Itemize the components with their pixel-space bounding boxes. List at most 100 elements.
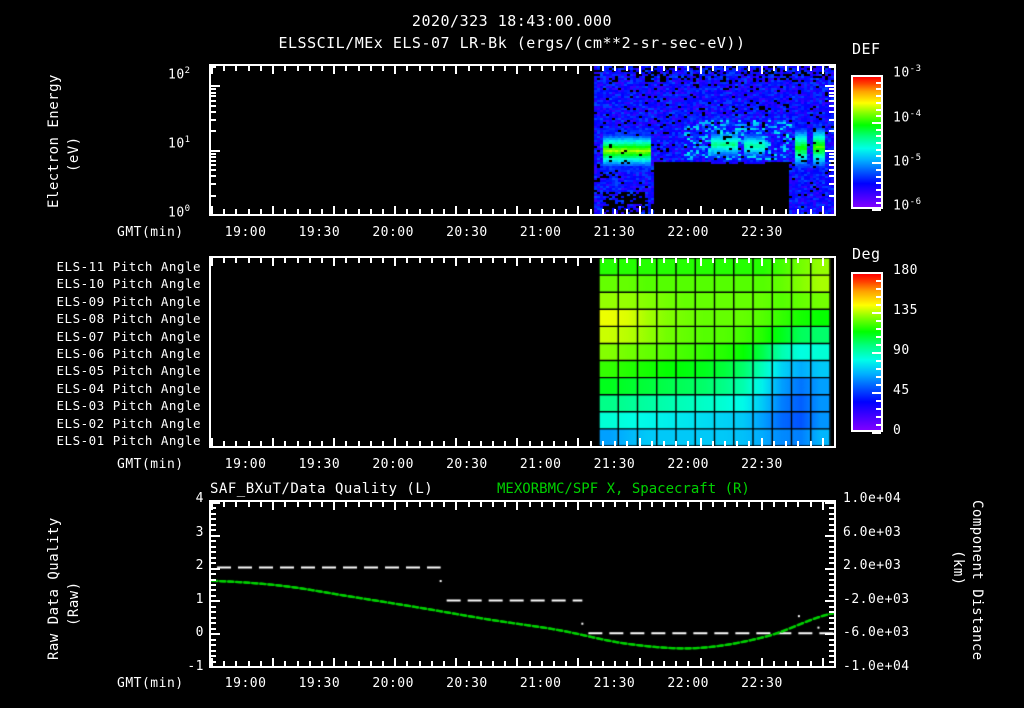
- axis-tick: [394, 438, 397, 446]
- xtick-label: 22:00: [667, 457, 710, 472]
- panel2-colorbar-tick-label: 45: [893, 383, 910, 398]
- axis-tick: [589, 661, 592, 666]
- axis-tick: [430, 441, 433, 446]
- panel2-row-label: ELS-03 Pitch Angle: [56, 398, 201, 414]
- axis-tick: [320, 441, 323, 446]
- axis-tick: [760, 258, 763, 266]
- panel3-trace-canvas: [211, 502, 834, 666]
- colorbar-tick: [876, 148, 881, 151]
- axis-tick: [272, 658, 275, 666]
- axis-tick: [430, 661, 433, 666]
- axis-tick: [211, 600, 220, 603]
- panel1-colorbar-title: DEF: [852, 40, 881, 58]
- axis-tick: [284, 441, 287, 446]
- axis-tick: [345, 441, 348, 446]
- axis-tick: [430, 66, 433, 71]
- colorbar-tick: [876, 188, 881, 191]
- axis-tick: [345, 258, 348, 263]
- dataset-subtitle: ELSSCIL/MEx ELS-07 LR-Bk (ergs/(cm**2-sr…: [278, 34, 746, 52]
- timestamp-title: 2020/323 18:43:00.000: [411, 12, 613, 30]
- axis-tick: [528, 258, 531, 263]
- panel3-title-left: SAF_BXuT/Data Quality (L): [210, 481, 434, 497]
- axis-tick: [834, 441, 836, 446]
- axis-tick: [504, 66, 507, 71]
- axis-tick: [809, 66, 812, 71]
- axis-tick: [528, 441, 531, 446]
- axis-tick: [211, 502, 220, 504]
- panel2-xtick-labels: 19:00 19:30 20:00 20:30 21:00 21:30 22:00 22:30: [209, 457, 836, 475]
- axis-tick: [443, 661, 446, 666]
- colorbar-tick: [876, 128, 881, 131]
- panel3-ytick-left: 1: [195, 591, 204, 607]
- axis-tick: [829, 627, 834, 630]
- axis-tick: [724, 258, 727, 263]
- axis-tick: [675, 66, 678, 71]
- axis-tick: [829, 660, 834, 663]
- axis-tick: [223, 502, 226, 507]
- axis-tick: [638, 502, 641, 510]
- axis-tick: [577, 502, 580, 510]
- axis-tick: [614, 258, 617, 263]
- xtick-label: 22:30: [741, 457, 783, 472]
- axis-tick: [760, 206, 763, 214]
- axis-tick: [235, 502, 238, 507]
- axis-tick: [553, 66, 556, 71]
- axis-tick: [357, 66, 360, 71]
- axis-tick: [809, 661, 812, 666]
- axis-tick: [491, 441, 494, 446]
- axis-tick: [455, 438, 458, 446]
- panel3-ytick-left: 4: [195, 491, 204, 506]
- panel3-ytick-labels-right: 1.0e+04 6.0e+03 2.0e+03 -2.0e+03 -6.0e+03 -1.…: [843, 491, 943, 674]
- axis-tick: [736, 258, 739, 263]
- axis-tick: [565, 66, 568, 71]
- axis-tick: [809, 441, 812, 446]
- axis-tick: [211, 589, 216, 592]
- panel2-row-label: ELS-07 Pitch Angle: [56, 328, 201, 344]
- xtick-label: 20:00: [372, 457, 414, 472]
- axis-tick: [675, 502, 678, 507]
- axis-tick: [736, 441, 739, 446]
- axis-tick: [736, 502, 739, 507]
- panel1-xaxis-label: GMT(min): [117, 225, 184, 240]
- colorbar-tick: [876, 304, 881, 306]
- axis-tick: [272, 206, 275, 214]
- axis-tick: [797, 258, 800, 263]
- axis-tick: [259, 66, 262, 71]
- axis-tick: [211, 556, 216, 559]
- panel2-plot-frame: [209, 256, 836, 448]
- axis-tick: [491, 66, 494, 71]
- axis-tick: [211, 512, 216, 515]
- axis-tick: [320, 66, 323, 71]
- colorbar-tick: [872, 352, 881, 354]
- axis-tick: [296, 661, 299, 666]
- axis-tick-log: [829, 169, 834, 172]
- axis-tick-log: [829, 163, 834, 166]
- panel3-xaxis-label: GMT(min): [117, 676, 184, 691]
- axis-tick: [235, 258, 238, 263]
- axis-tick: [829, 622, 834, 625]
- axis-tick: [540, 661, 543, 666]
- axis-tick: [760, 438, 763, 446]
- axis-tick: [829, 556, 834, 559]
- axis-tick: [259, 502, 262, 507]
- colorbar-tick: [876, 296, 881, 298]
- axis-tick: [638, 658, 641, 666]
- axis-tick-log: [211, 214, 220, 216]
- colorbar-tick: [872, 209, 881, 211]
- axis-tick: [662, 441, 665, 446]
- axis-tick: [528, 502, 531, 507]
- axis-tick-log: [211, 95, 216, 98]
- axis-tick: [614, 66, 617, 71]
- axis-tick: [333, 438, 336, 446]
- panel3-ylabel-left-line1: Raw Data Quality: [46, 517, 62, 660]
- axis-tick: [357, 661, 360, 666]
- axis-tick: [825, 633, 834, 636]
- axis-tick: [821, 258, 824, 266]
- panel1-xtick-labels: 19:00 19:30 20:00 20:30 21:00 21:30 22:00 22:30: [209, 225, 836, 243]
- axis-tick: [479, 66, 482, 71]
- axis-tick: [577, 206, 580, 214]
- axis-tick: [247, 502, 250, 507]
- colorbar-tick: [876, 142, 881, 144]
- colorbar-tick: [876, 400, 881, 402]
- axis-tick-log: [829, 155, 834, 158]
